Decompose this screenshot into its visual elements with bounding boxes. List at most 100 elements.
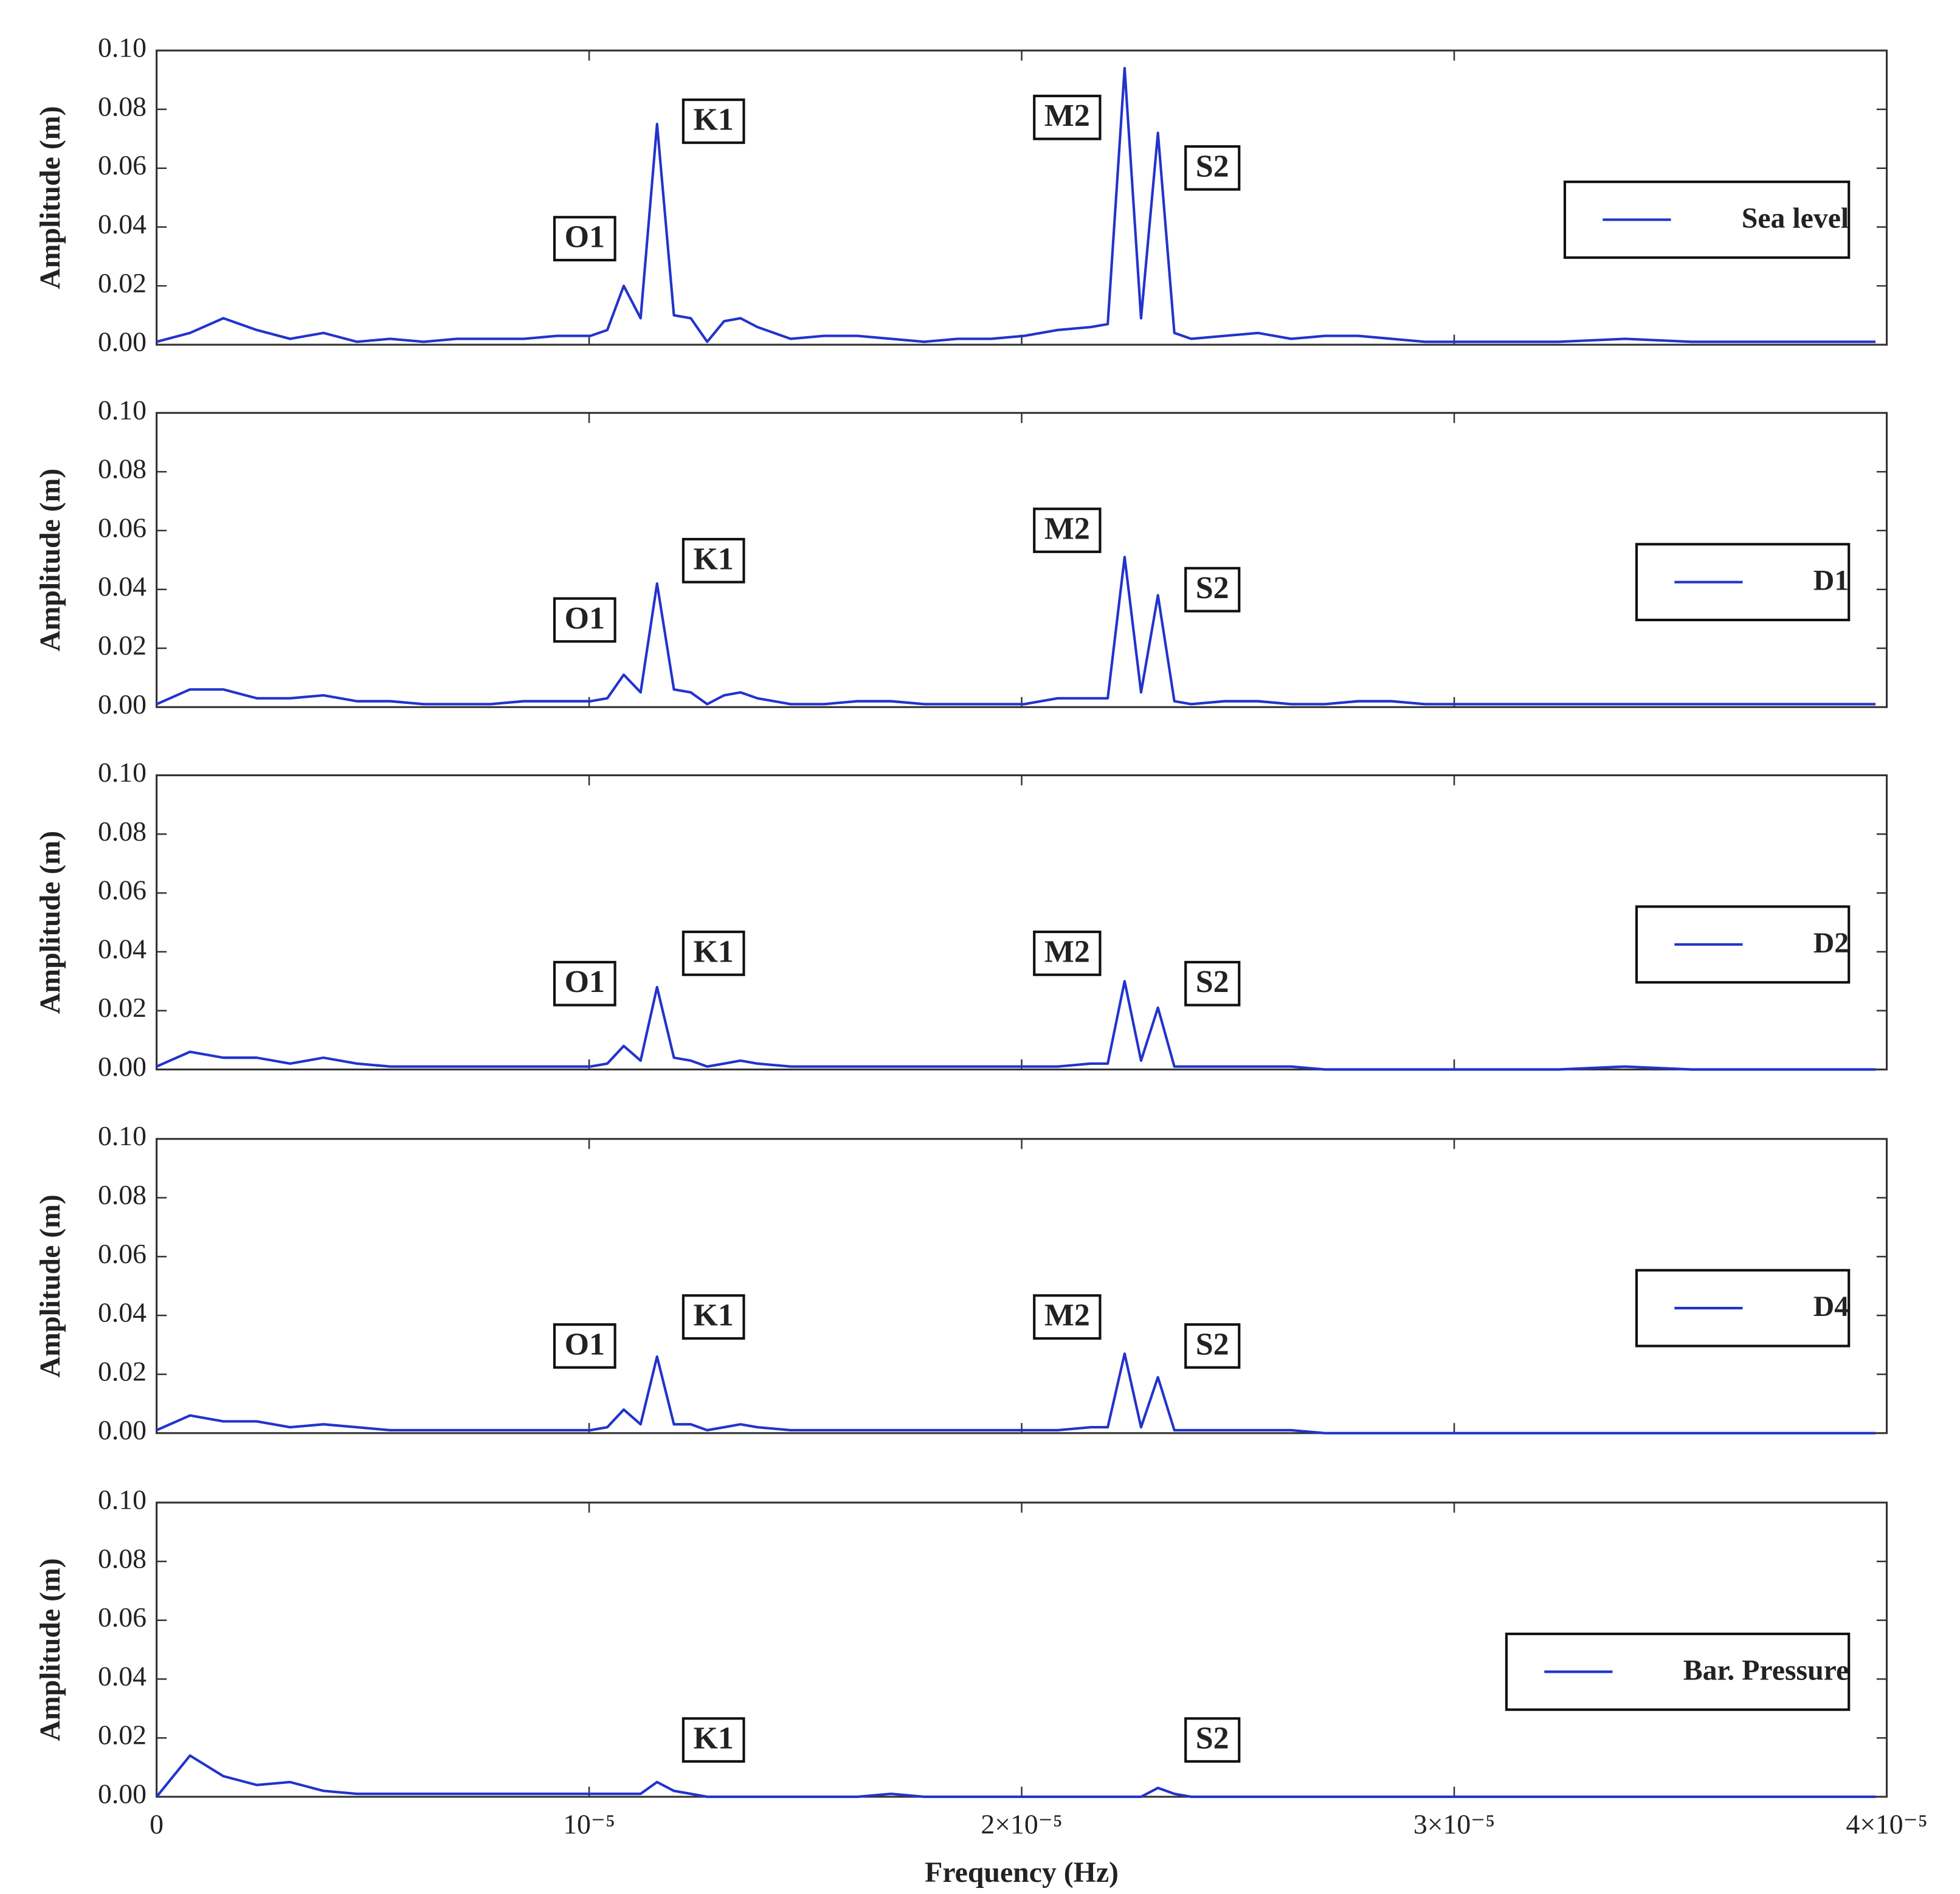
legend-label: Bar. Pressure (1683, 1654, 1849, 1686)
y-tick-label: 0.00 (98, 1779, 147, 1810)
y-tick-label: 0.10 (98, 1120, 147, 1151)
y-tick-label: 0.08 (98, 91, 147, 122)
annotation-box (1184, 566, 1241, 613)
y-axis-label: Amplitude (m) (34, 106, 66, 289)
annotation: O1 (565, 601, 605, 636)
annotation-box (1184, 1717, 1241, 1763)
plot-frame (156, 774, 1888, 1071)
legend-label: Sea level (1742, 202, 1849, 235)
legend-label: D4 (1813, 1290, 1849, 1323)
annotation: S2 (1196, 1327, 1229, 1362)
y-tick-label: 0.02 (98, 1355, 147, 1386)
y-tick-label: 0.06 (98, 1238, 147, 1269)
plot-frame (156, 1138, 1888, 1434)
annotation-box (1033, 930, 1102, 976)
y-tick-label: 0.08 (98, 816, 147, 847)
series-line (155, 1754, 1876, 1799)
y-tick-label: 0.04 (98, 208, 147, 239)
annotation-box (1184, 1323, 1241, 1369)
annotation-box (682, 537, 745, 584)
annotation-box (682, 1717, 745, 1763)
annotation: O1 (565, 1327, 605, 1362)
plot-frame (156, 49, 1888, 346)
legend-label: D2 (1813, 927, 1849, 959)
series-line (156, 556, 1876, 706)
y-tick-label: 0.06 (98, 875, 147, 906)
series-line (156, 67, 1876, 343)
series-line (156, 980, 1876, 1071)
y-tick-label: 0.04 (98, 933, 147, 964)
y-tick-label: 0.06 (98, 150, 147, 181)
y-tick-label: 0.00 (98, 1051, 147, 1082)
panel: 0.00 0.02 0.04 0.06 0.08 0.10 Amplitude (m) O1 K… (34, 1120, 1888, 1445)
y-tick-label: 0.08 (98, 1543, 147, 1574)
annotation-box (553, 960, 616, 1007)
y-tick-label: 0.08 (98, 453, 147, 484)
annotation: K1 (694, 542, 734, 576)
y-axis-label: Amplitude (m) (34, 469, 66, 652)
y-tick-label: 0.06 (98, 512, 147, 543)
y-tick-label: 0.02 (98, 1720, 147, 1751)
annotation-box (1033, 94, 1102, 140)
series-line (156, 1352, 1876, 1434)
y-tick-label: 0.08 (98, 1179, 147, 1210)
panel: 0.00 0.02 0.04 0.06 0.08 0.10 0 10⁻⁵ 2×10⁻⁵ 3×10⁻… (34, 1484, 1927, 1889)
legend-label: D1 (1813, 565, 1849, 597)
x-tick-label: 2×10⁻⁵ (981, 1808, 1062, 1839)
y-tick-label: 0.04 (98, 1661, 147, 1692)
annotation-box (553, 216, 616, 262)
annotation-box (682, 930, 745, 976)
x-tick-label: 4×10⁻⁵ (1846, 1808, 1927, 1839)
y-tick-label: 0.02 (98, 630, 147, 661)
y-tick-label: 0.00 (98, 326, 147, 357)
annotation: S2 (1196, 149, 1229, 184)
y-tick-label: 0.10 (98, 32, 147, 63)
annotation: S2 (1196, 1721, 1229, 1756)
y-tick-label: 0.04 (98, 571, 147, 602)
legend-box (1635, 905, 1851, 984)
annotation: S2 (1196, 571, 1229, 605)
x-tick-label: 10⁻⁵ (563, 1808, 615, 1839)
y-tick-label: 0.02 (98, 992, 147, 1023)
annotation: K1 (694, 1721, 734, 1756)
annotation: S2 (1196, 965, 1229, 999)
legend: D1 (1635, 543, 1851, 622)
annotation-box (1184, 145, 1241, 191)
y-tick-label: 0.02 (98, 267, 147, 298)
x-tick-label: 3×10⁻⁵ (1413, 1808, 1495, 1839)
y-tick-label: 0.10 (98, 757, 147, 788)
annotation-box (682, 1294, 745, 1340)
annotation: K1 (694, 102, 734, 137)
panel: 0.00 0.02 0.04 0.06 0.08 0.10 Amplitude (m) O1 K… (34, 757, 1888, 1082)
y-tick-label: 0.10 (98, 1484, 147, 1515)
annotation-box (1184, 960, 1241, 1007)
y-tick-label: 0.00 (98, 689, 147, 720)
legend: Sea level (1563, 181, 1851, 259)
y-tick-label: 0.06 (98, 1602, 147, 1633)
panel: 0.00 0.02 0.04 0.06 0.08 0.10 Amplitude (m) O1 K… (34, 394, 1888, 720)
legend-box (1635, 543, 1851, 622)
legend: D2 (1635, 905, 1851, 984)
annotation-box (553, 597, 616, 643)
y-axis-label: Amplitude (m) (34, 831, 66, 1014)
annotation-box (682, 98, 745, 144)
y-tick-label: 0.10 (98, 394, 147, 425)
legend: D4 (1635, 1269, 1851, 1348)
annotation-box (553, 1323, 616, 1369)
y-tick-label: 0.00 (98, 1414, 147, 1445)
annotation: M2 (1044, 511, 1090, 546)
panel: 0.00 0.02 0.04 0.06 0.08 0.10 Amplitude (m) O1 K… (34, 32, 1888, 357)
y-tick-label: 0.04 (98, 1297, 147, 1328)
legend-box (1635, 1269, 1851, 1348)
x-axis-label: Frequency (Hz) (925, 1856, 1119, 1889)
annotation: M2 (1044, 98, 1090, 133)
legend: Bar. Pressure (1505, 1632, 1851, 1711)
annotation: M2 (1044, 1298, 1090, 1333)
annotation: K1 (694, 1298, 734, 1333)
annotation: M2 (1044, 934, 1090, 969)
y-axis-label: Amplitude (m) (34, 1194, 66, 1377)
y-axis-label: Amplitude (m) (34, 1558, 66, 1741)
x-tick-label: 0 (150, 1808, 164, 1839)
annotation-box (1033, 508, 1102, 553)
